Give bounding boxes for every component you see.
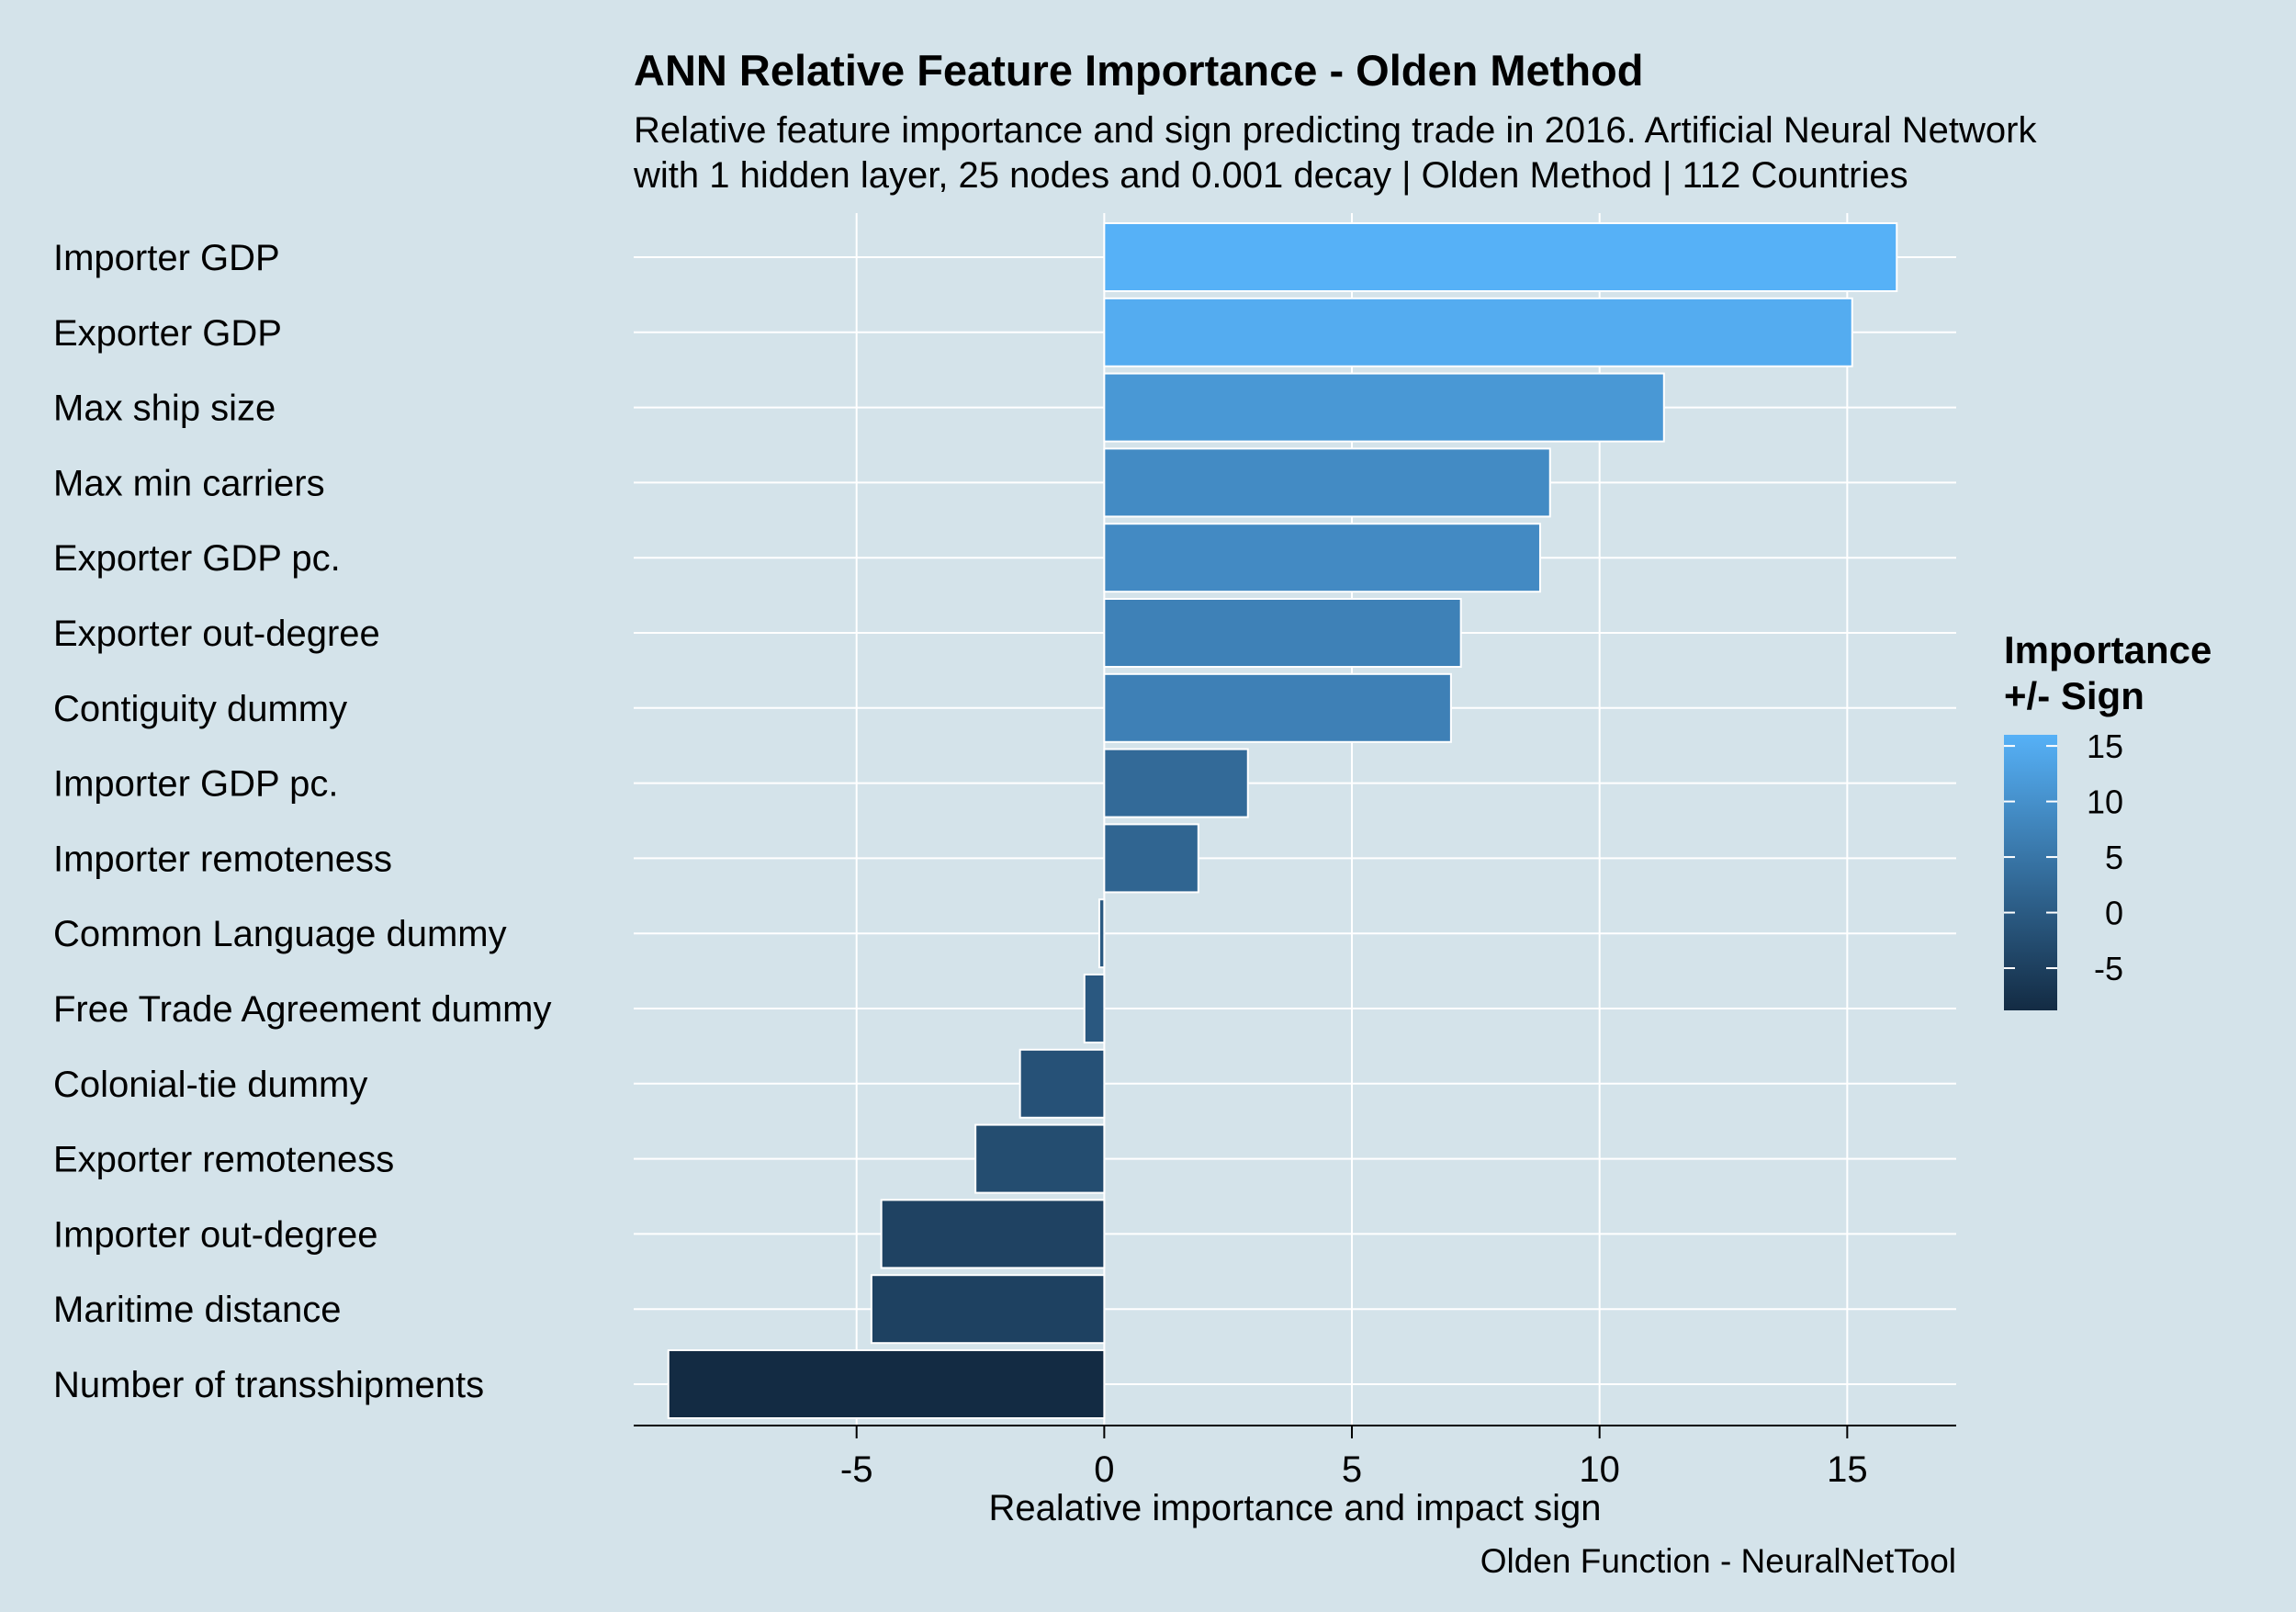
y-category-label: Exporter GDP [53, 313, 282, 354]
bar [1019, 1048, 1106, 1119]
y-axis-labels: Importer GDP Exporter GDP Max ship size Max… [53, 238, 551, 1405]
legend-tick-label: 10 [2087, 783, 2123, 821]
y-category-label: Importer remoteness [53, 839, 392, 879]
x-tick-label: -5 [840, 1449, 873, 1490]
bar [1103, 222, 1898, 292]
y-category-label: Exporter GDP pc. [53, 538, 341, 579]
chart-caption: Olden Function - NeuralNetTool [1480, 1542, 1956, 1580]
bar [1103, 672, 1452, 743]
y-category-label: Max ship size [53, 389, 276, 429]
y-category-label: Exporter out-degree [53, 614, 380, 654]
bar [1103, 598, 1462, 668]
x-axis-title: Realative importance and impact sign [988, 1488, 1601, 1528]
legend-title-line-1: Importance [2004, 628, 2212, 671]
x-tick-label: 0 [1094, 1449, 1114, 1490]
y-category-label: Contiguity dummy [53, 689, 347, 729]
bar [1103, 523, 1541, 593]
grid-layer [634, 213, 1956, 1426]
y-category-label: Importer out-degree [53, 1214, 378, 1255]
bar [1103, 447, 1551, 518]
bar [1103, 297, 1853, 367]
bar [870, 1274, 1106, 1345]
bar [1097, 898, 1106, 969]
legend-ticks: 15 10 5 0 -5 [2004, 727, 2123, 987]
chart-subtitle-line-1: Relative feature importance and sign pre… [634, 110, 2037, 151]
y-category-label: Maritime distance [53, 1290, 341, 1330]
bar [667, 1349, 1106, 1419]
legend-tick-label: 0 [2105, 895, 2123, 932]
bar [1103, 372, 1665, 443]
bar [1083, 974, 1106, 1043]
x-tick-label: 15 [1827, 1449, 1868, 1490]
y-category-label: Importer GDP pc. [53, 764, 338, 805]
legend-tick-label: 15 [2087, 727, 2123, 765]
bar [974, 1123, 1106, 1194]
y-category-label: Max min carriers [53, 463, 325, 503]
y-category-label: Importer GDP [53, 238, 280, 278]
x-axis-ticks: -5 0 5 10 15 [840, 1426, 1868, 1490]
legend-title-line-2: +/- Sign [2004, 674, 2144, 717]
chart-title: ANN Relative Feature Importance - Olden … [634, 46, 1643, 95]
y-category-label: Colonial-tie dummy [53, 1065, 367, 1105]
legend-colorbar [2004, 735, 2057, 1010]
bar [1103, 748, 1249, 818]
legend-tick-label: -5 [2094, 950, 2123, 987]
chart-subtitle-line-2: with 1 hidden layer, 25 nodes and 0.001 … [633, 155, 1908, 196]
bar [1103, 823, 1199, 894]
y-category-label: Number of transshipments [53, 1365, 484, 1405]
x-tick-label: 10 [1579, 1449, 1620, 1490]
x-tick-label: 5 [1342, 1449, 1362, 1490]
bar [880, 1199, 1106, 1269]
y-category-label: Exporter remoteness [53, 1140, 394, 1180]
y-category-label: Free Trade Agreement dummy [53, 989, 551, 1030]
bars-layer [667, 222, 1898, 1419]
y-category-label: Common Language dummy [53, 914, 507, 954]
legend-tick-label: 5 [2105, 839, 2123, 876]
